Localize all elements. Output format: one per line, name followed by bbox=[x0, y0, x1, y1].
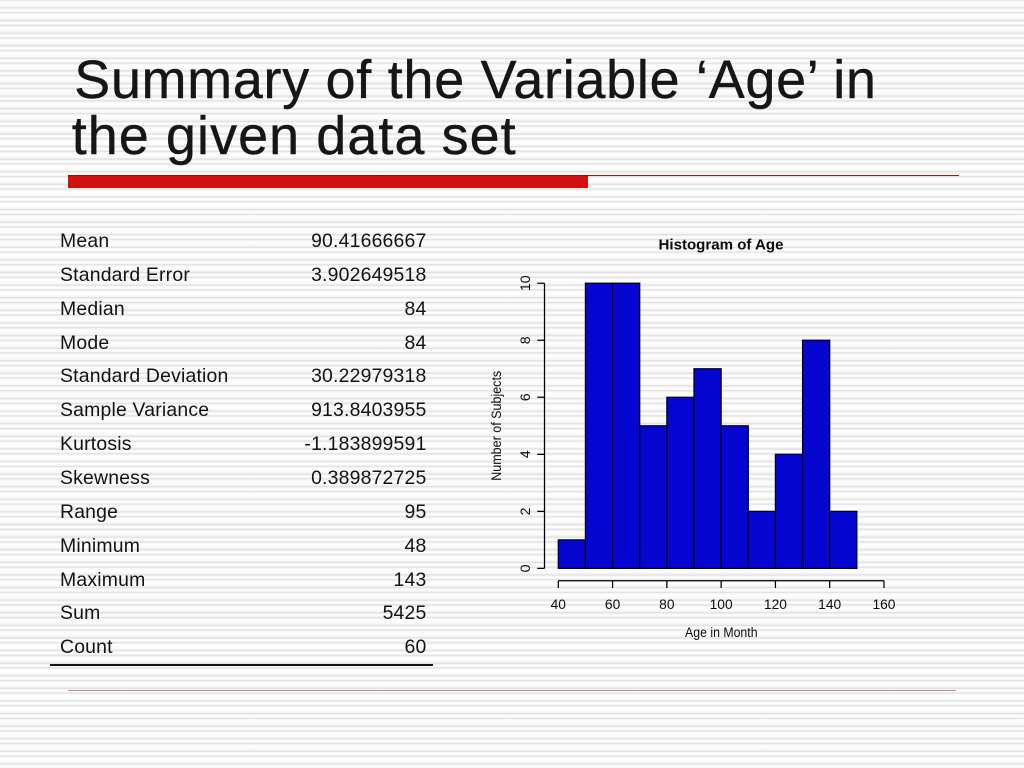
svg-text:100: 100 bbox=[710, 597, 733, 612]
svg-text:4: 4 bbox=[518, 450, 534, 458]
svg-text:140: 140 bbox=[818, 597, 841, 612]
svg-text:Age in Month: Age in Month bbox=[685, 625, 758, 640]
svg-text:160: 160 bbox=[872, 597, 895, 612]
svg-text:Number of Subjects: Number of Subjects bbox=[489, 371, 504, 481]
svg-text:Histogram of Age: Histogram of Age bbox=[659, 237, 784, 254]
svg-text:10: 10 bbox=[518, 275, 534, 291]
svg-text:80: 80 bbox=[659, 597, 675, 612]
svg-text:8: 8 bbox=[518, 336, 534, 344]
svg-text:60: 60 bbox=[605, 597, 621, 612]
svg-text:40: 40 bbox=[551, 597, 567, 612]
svg-text:6: 6 bbox=[518, 393, 534, 401]
svg-text:0: 0 bbox=[518, 564, 534, 572]
svg-text:2: 2 bbox=[518, 507, 534, 515]
svg-text:120: 120 bbox=[764, 597, 787, 612]
